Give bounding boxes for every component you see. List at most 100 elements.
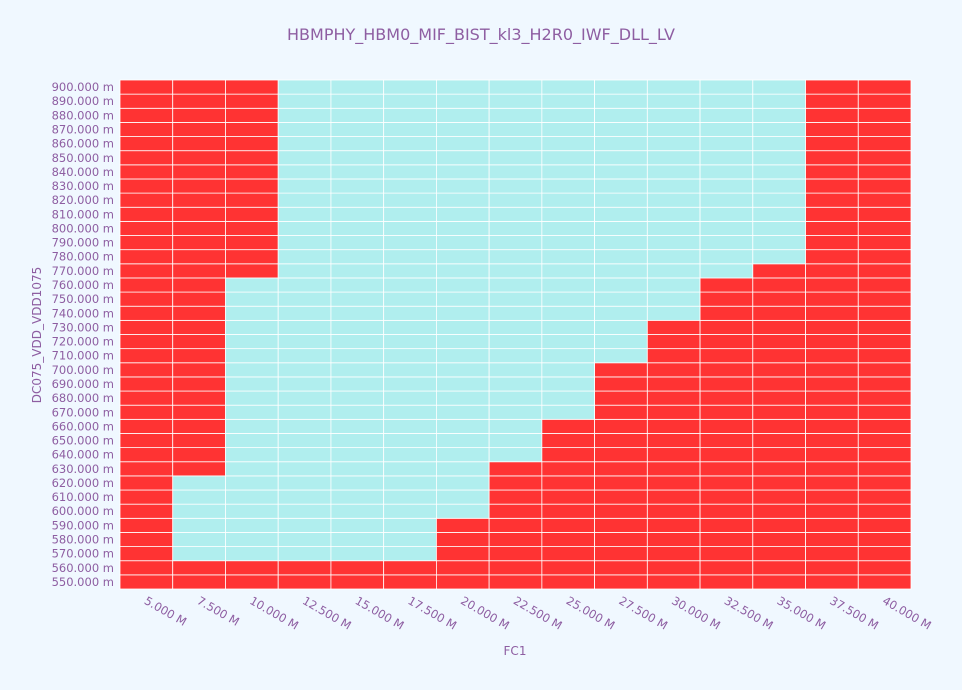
heatmap-cell [646,93,701,109]
y-tick-label: 760.000 m [52,278,114,292]
heatmap-cell [277,150,332,166]
y-tick-label: 900.000 m [52,80,114,94]
heatmap-cell [383,560,437,576]
heatmap-cell [435,206,490,222]
heatmap-cell [330,546,385,562]
heatmap-cell [277,291,332,307]
heatmap-cell [699,93,754,109]
heatmap-cell [857,532,912,547]
heatmap-cell [646,249,701,265]
heatmap-cell [594,517,648,533]
heatmap-cell [488,362,543,378]
heatmap-cell [119,122,174,137]
heatmap-cell [277,390,332,406]
heatmap-cell [119,334,174,350]
heatmap-cell [805,348,859,364]
y-tick-label: 620.000 m [52,476,114,490]
heatmap-cell [752,235,806,251]
heatmap-cell [857,348,912,364]
heatmap-cell [330,164,385,180]
heatmap-cell [277,206,332,222]
heatmap-cell [172,107,226,123]
heatmap-cell [488,376,543,392]
heatmap-cell [119,447,174,463]
heatmap-cell [435,517,490,533]
heatmap-cell [541,489,595,505]
heatmap-cell [330,334,385,350]
heatmap-cell [330,475,385,491]
heatmap-cell [225,362,279,378]
heatmap-cell [225,220,279,236]
heatmap-cell [488,263,543,279]
heatmap-cell [277,532,332,547]
heatmap-cell [594,136,648,152]
heatmap-cell [805,93,859,109]
heatmap-cell [119,532,174,547]
heatmap-cell [857,334,912,350]
heatmap-cell [752,263,806,279]
heatmap-cell [541,475,595,491]
heatmap-cell [541,546,595,562]
heatmap-cell [699,546,754,562]
heatmap-cell [488,206,543,222]
heatmap-cell [541,447,595,463]
heatmap-cell [435,574,490,590]
heatmap-cell [699,560,754,576]
heatmap-cell [646,291,701,307]
heatmap-cell [805,362,859,378]
heatmap-cell [805,79,859,95]
heatmap-cell [699,433,754,449]
heatmap-cell [594,107,648,123]
heatmap-cell [541,235,595,251]
heatmap-cell [383,348,437,364]
y-tick-label: 570.000 m [52,547,114,561]
heatmap-cell [225,418,279,434]
heatmap-cell [857,249,912,265]
heatmap-cell [225,348,279,364]
y-tick-label: 650.000 m [52,434,114,448]
heatmap-cell [805,305,859,321]
heatmap-cell [699,319,754,335]
heatmap-cell [435,376,490,392]
heatmap-cell [277,362,332,378]
heatmap-cell [330,404,385,420]
heatmap-cell [225,433,279,449]
heatmap-cell [752,418,806,434]
y-tick-label: 580.000 m [52,533,114,547]
heatmap-cell [383,546,437,562]
heatmap-cell [330,79,385,95]
heatmap-cell [435,447,490,463]
heatmap-cell [225,390,279,406]
heatmap-cell [699,277,754,293]
y-tick-label: 690.000 m [52,377,114,391]
heatmap-cell [699,362,754,378]
heatmap-cell [330,263,385,279]
heatmap-cell [383,475,437,491]
heatmap-cell [488,475,543,491]
heatmap-cell [752,574,806,590]
heatmap-cell [225,192,279,208]
x-tick-label: 37.500 M [827,593,881,632]
heatmap-cell [646,376,701,392]
heatmap-cell [225,517,279,533]
heatmap-cell [225,404,279,420]
heatmap-cell [330,206,385,222]
heatmap-cell [857,178,912,194]
heatmap-cell [383,164,437,180]
heatmap-cell [646,178,701,194]
heatmap-cell [172,178,226,194]
heatmap-cell [330,503,385,519]
heatmap-cell [488,220,543,236]
heatmap-cell [646,348,701,364]
heatmap-cell [699,263,754,279]
heatmap-cell [488,532,543,547]
heatmap-cell [435,418,490,434]
x-tick-label: 7.500 M [195,593,242,628]
heatmap-cell [541,348,595,364]
heatmap-cell [119,220,174,236]
heatmap-cell [119,376,174,392]
heatmap-cell [857,475,912,491]
heatmap-cell [699,418,754,434]
heatmap-cell [330,192,385,208]
